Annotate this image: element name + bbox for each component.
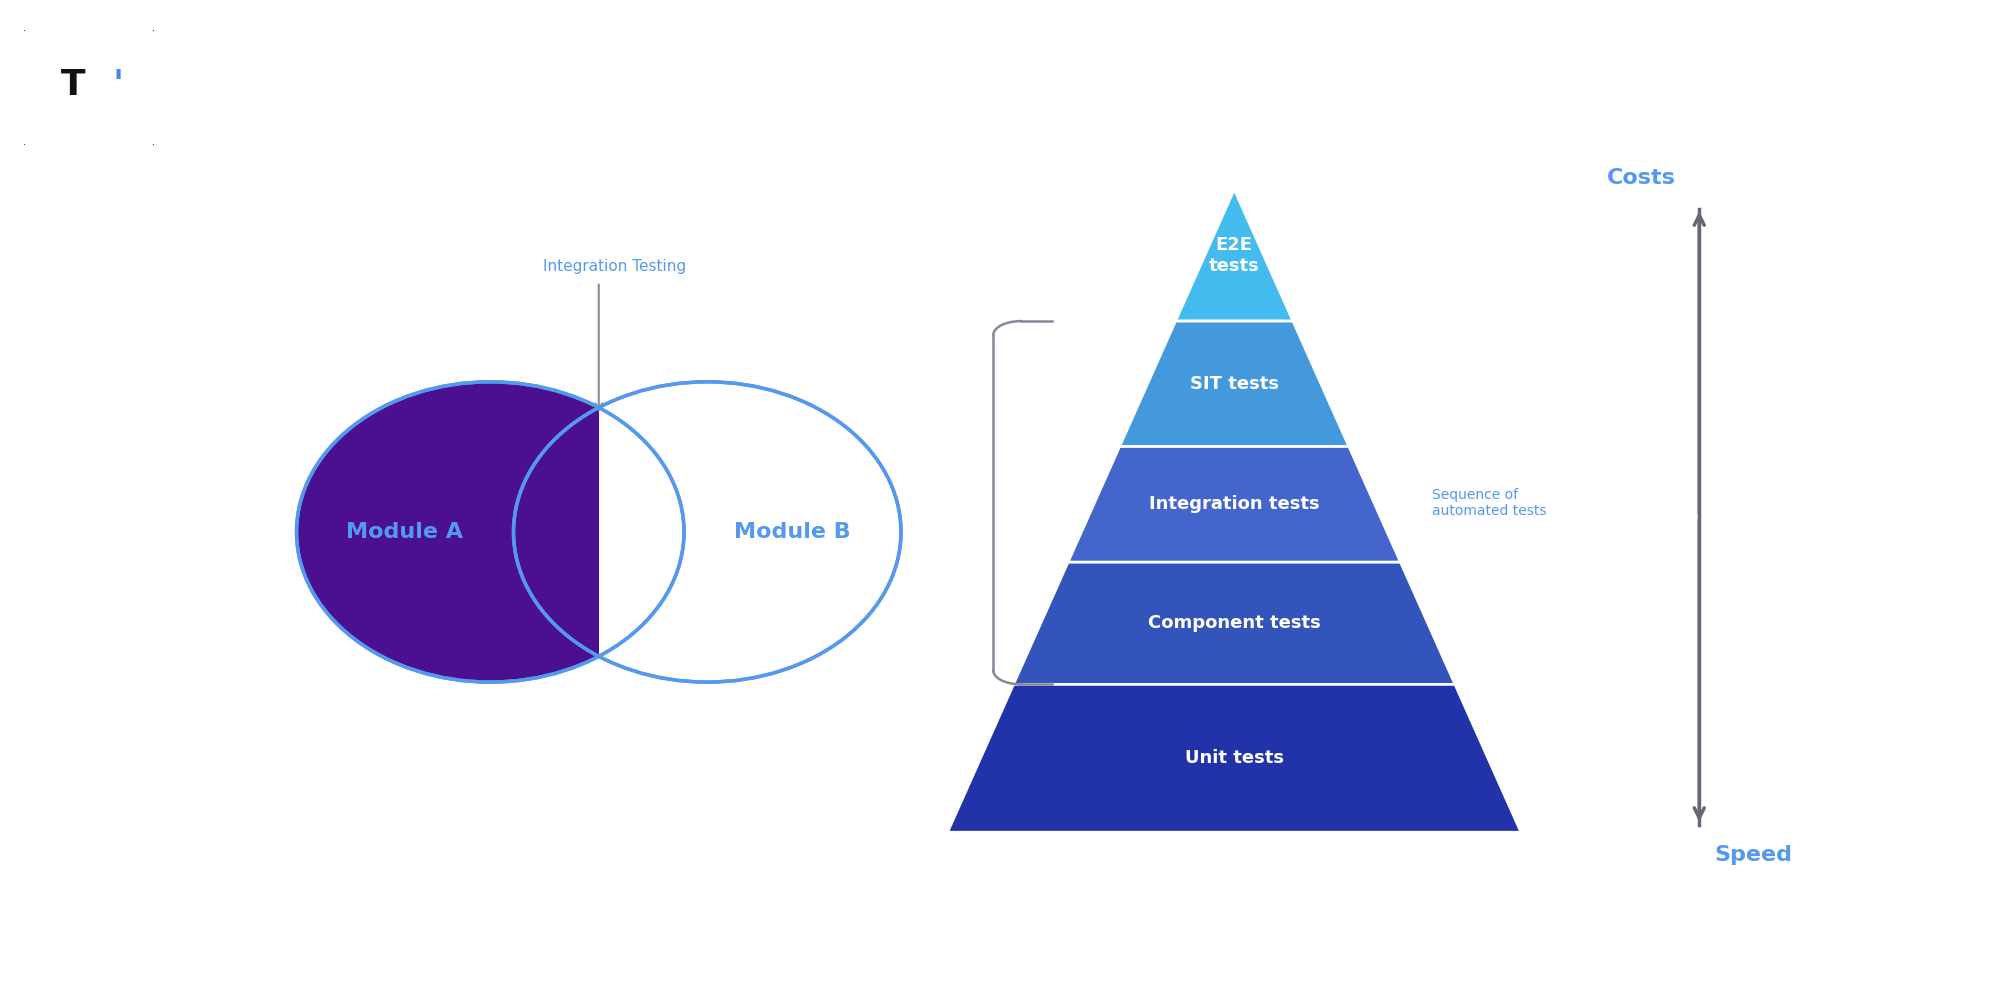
Text: Module A: Module A (346, 522, 464, 542)
Text: Integration Testing: Integration Testing (542, 259, 686, 274)
Text: Module B: Module B (734, 522, 850, 542)
Polygon shape (296, 382, 598, 682)
Text: T: T (62, 68, 86, 102)
Polygon shape (1176, 189, 1294, 321)
Text: ': ' (112, 68, 124, 102)
Text: Unit tests: Unit tests (1184, 749, 1284, 767)
Polygon shape (1068, 446, 1400, 562)
Polygon shape (1120, 321, 1348, 446)
Text: Integration tests: Integration tests (1148, 495, 1320, 513)
FancyBboxPatch shape (20, 27, 158, 148)
Polygon shape (1014, 562, 1456, 684)
Text: Sequence of
automated tests: Sequence of automated tests (1432, 488, 1546, 518)
Text: Speed: Speed (1714, 845, 1792, 865)
Text: E2E
tests: E2E tests (1208, 236, 1260, 275)
Text: Component tests: Component tests (1148, 614, 1320, 632)
Polygon shape (948, 684, 1522, 832)
Text: SIT tests: SIT tests (1190, 375, 1278, 393)
Text: Costs: Costs (1608, 168, 1676, 188)
